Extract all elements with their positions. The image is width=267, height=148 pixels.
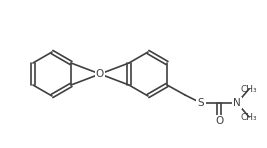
Text: CH₃: CH₃ <box>241 112 257 122</box>
Text: S: S <box>198 98 204 108</box>
Text: O: O <box>96 69 104 79</box>
Text: CH₃: CH₃ <box>241 85 257 94</box>
Text: N: N <box>233 98 241 108</box>
Text: O: O <box>215 116 223 126</box>
Text: O: O <box>96 69 104 79</box>
